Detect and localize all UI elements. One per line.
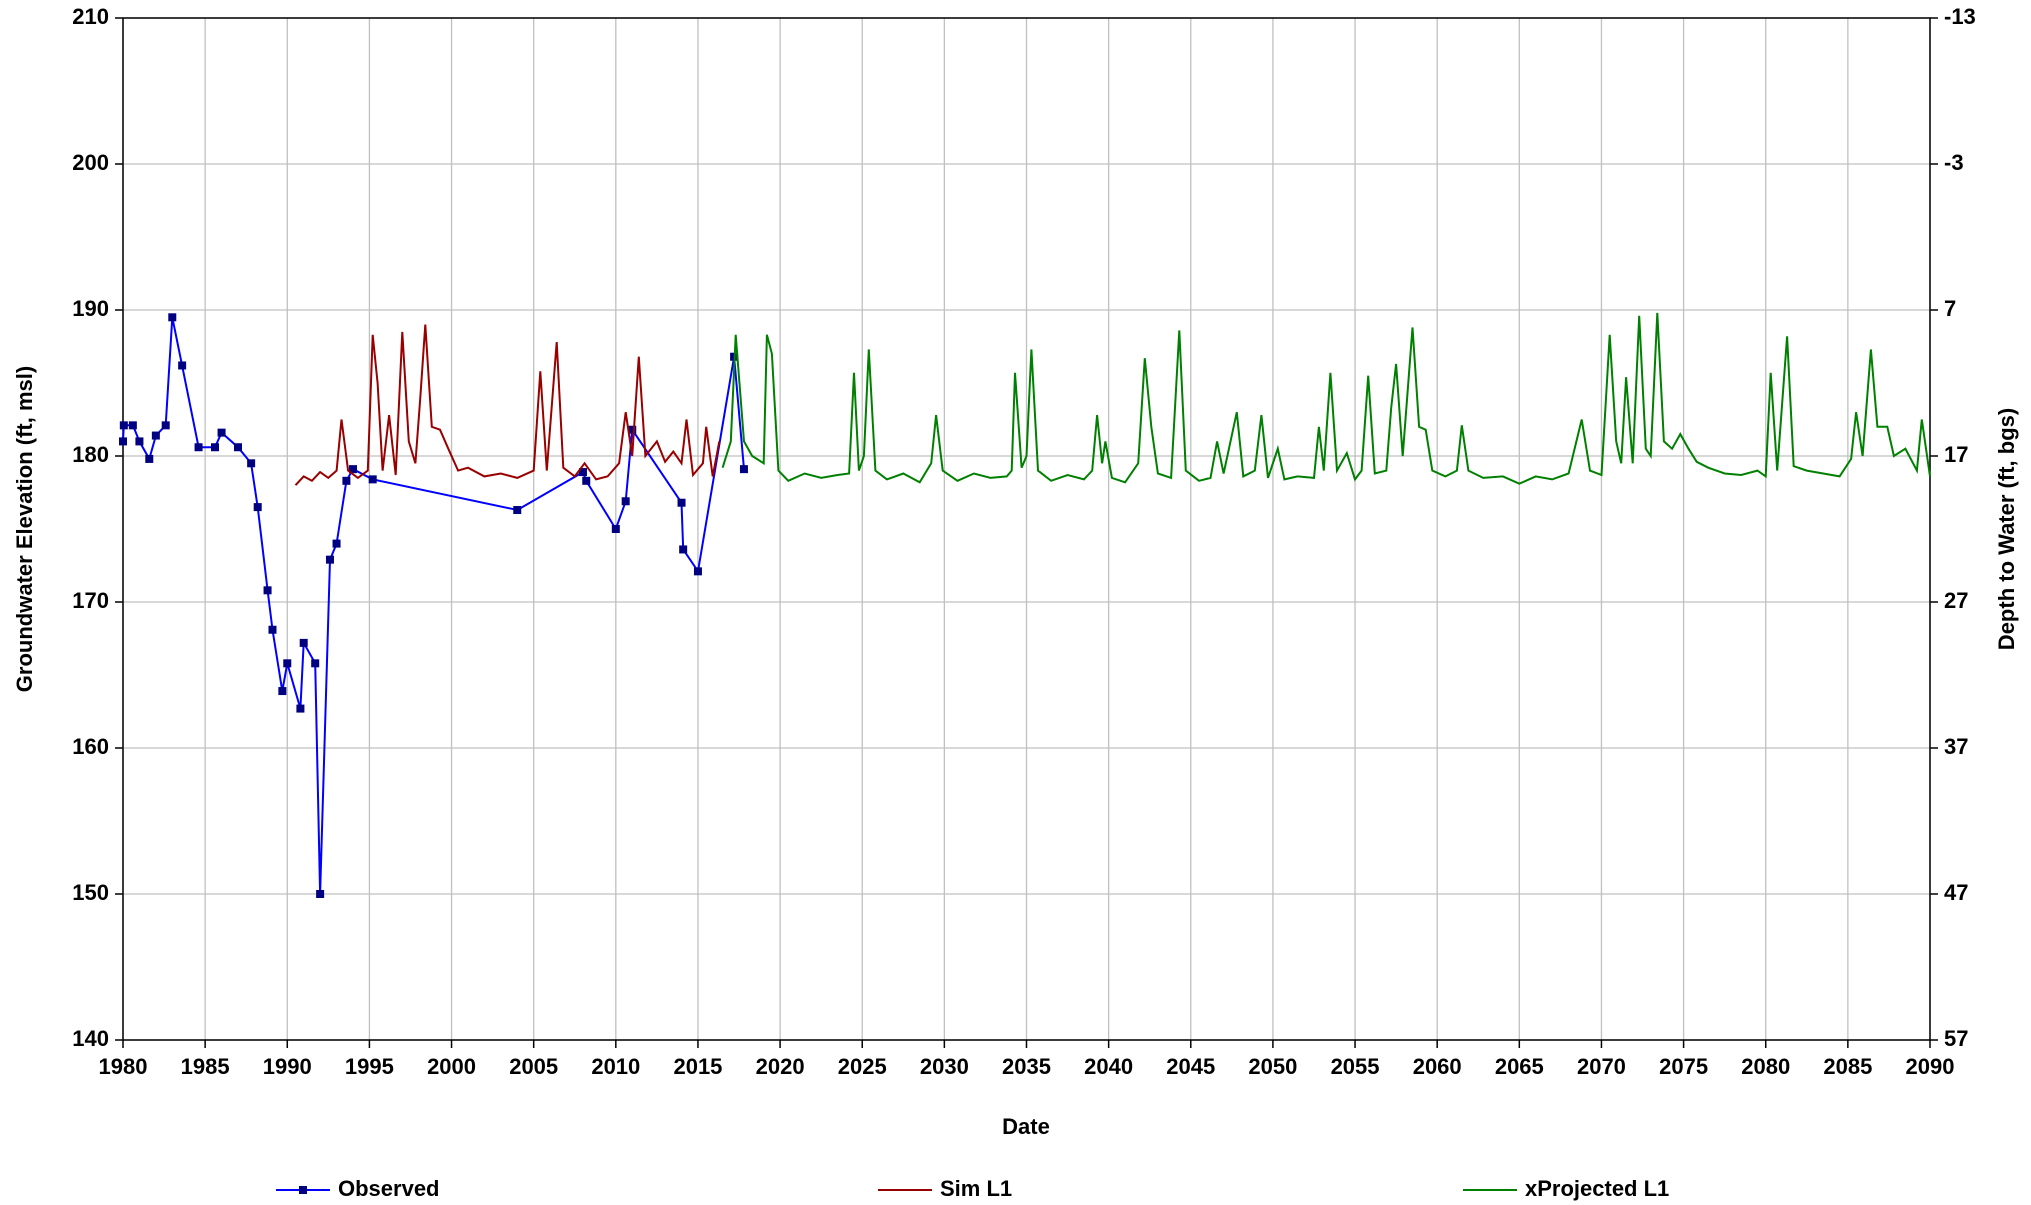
data-point: [513, 506, 522, 515]
data-point: [582, 476, 591, 485]
x-tick-label: 2060: [1413, 1054, 1462, 1079]
x-tick-label: 2020: [756, 1054, 805, 1079]
x-axis-title: Date: [1002, 1114, 1050, 1139]
series-line: [721, 312, 1931, 485]
x-tick-label: 2090: [1906, 1054, 1955, 1079]
y-tick-label: 170: [72, 588, 109, 613]
x-tick-label: 2030: [920, 1054, 969, 1079]
x-tick-label: 2035: [1002, 1054, 1051, 1079]
y2-tick-label: 27: [1944, 588, 1968, 613]
y-tick-label: 190: [72, 296, 109, 321]
x-tick-label: 2080: [1741, 1054, 1790, 1079]
series-line: [294, 324, 721, 486]
data-point: [621, 497, 630, 506]
y2-tick-label: 47: [1944, 880, 1968, 905]
data-point: [268, 625, 277, 634]
y-axis-title: Groundwater Elevation (ft, msl): [12, 366, 37, 692]
data-point: [217, 428, 226, 437]
y2-tick-label: -13: [1944, 4, 1976, 29]
data-point: [145, 454, 154, 463]
data-point: [628, 425, 637, 434]
y-tick-label: 150: [72, 880, 109, 905]
x-tick-label: 2005: [509, 1054, 558, 1079]
data-point: [342, 476, 351, 485]
x-tick-label: 2085: [1823, 1054, 1872, 1079]
x-tick-label: 1990: [263, 1054, 312, 1079]
x-tick-label: 1985: [181, 1054, 230, 1079]
legend-label: Sim L1: [940, 1176, 1012, 1201]
data-point: [739, 465, 748, 474]
x-tick-label: 2045: [1166, 1054, 1215, 1079]
data-point: [348, 465, 357, 474]
x-tick-label: 2070: [1577, 1054, 1626, 1079]
x-tick-label: 2040: [1084, 1054, 1133, 1079]
x-tick-label: 2000: [427, 1054, 476, 1079]
data-point: [168, 313, 177, 322]
y-tick-label: 140: [72, 1026, 109, 1051]
plot-frame: [122, 17, 1931, 1041]
data-point: [263, 586, 272, 595]
y2-tick-label: 7: [1944, 296, 1956, 321]
y-tick-label: 180: [72, 442, 109, 467]
y2-tick-label: 17: [1944, 442, 1968, 467]
data-point: [253, 503, 262, 512]
data-point: [677, 498, 686, 507]
y-tick-label: 210: [72, 4, 109, 29]
data-point: [119, 421, 128, 430]
data-point: [247, 459, 256, 468]
y-tick-label: 200: [72, 150, 109, 175]
x-tick-label: 2025: [838, 1054, 887, 1079]
x-tick-label: 2050: [1248, 1054, 1297, 1079]
x-tick-label: 2055: [1331, 1054, 1380, 1079]
data-point: [578, 468, 587, 477]
x-tick-label: 2015: [673, 1054, 722, 1079]
data-point: [611, 525, 620, 533]
y2-tick-label: 37: [1944, 734, 1968, 759]
data-point: [325, 555, 334, 564]
x-tick-label: 1995: [345, 1054, 394, 1079]
data-point: [316, 890, 325, 898]
series-line: [122, 317, 745, 895]
data-point: [332, 539, 341, 548]
data-point: [161, 421, 170, 430]
data-point: [194, 443, 203, 452]
y-tick-label: 160: [72, 734, 109, 759]
x-tick-label: 2065: [1495, 1054, 1544, 1079]
x-tick-label: 2010: [591, 1054, 640, 1079]
legend-label: Observed: [338, 1176, 440, 1201]
data-point: [135, 437, 144, 446]
data-point: [119, 437, 127, 446]
x-tick-label: 1980: [99, 1054, 148, 1079]
legend-marker: [299, 1186, 307, 1194]
data-point: [278, 687, 287, 696]
data-point: [283, 659, 292, 668]
data-point: [299, 638, 308, 647]
data-point: [151, 431, 160, 440]
data-point: [693, 567, 702, 576]
data-point: [311, 659, 320, 668]
legend-label: xProjected L1: [1525, 1176, 1669, 1201]
data-point: [679, 545, 688, 554]
data-point: [368, 475, 377, 484]
x-tick-label: 2075: [1659, 1054, 1708, 1079]
data-point: [233, 443, 242, 452]
y2-tick-label: -3: [1944, 150, 1964, 175]
data-point: [296, 704, 305, 713]
y2-axis-title: Depth to Water (ft, bgs): [1994, 408, 2019, 650]
data-point: [210, 443, 219, 452]
data-point: [128, 421, 137, 430]
data-point: [178, 361, 187, 370]
y2-tick-label: 57: [1944, 1026, 1968, 1051]
